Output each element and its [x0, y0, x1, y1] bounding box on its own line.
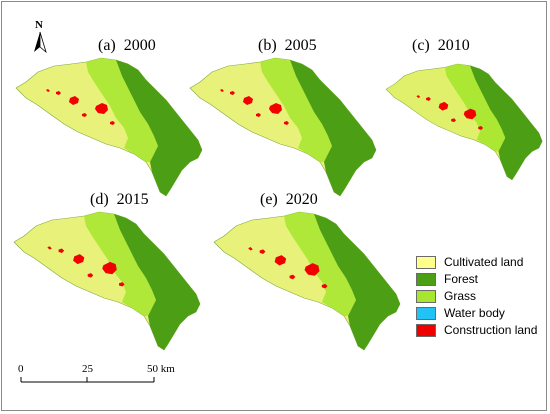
legend-label: Water body — [444, 306, 505, 320]
legend-label: Construction land — [444, 323, 538, 337]
north-label: N — [35, 19, 43, 31]
scale-tick-25: 25 — [82, 363, 93, 375]
panel-title-b: (b) 2005 — [258, 37, 317, 54]
map-panel-b — [189, 57, 377, 197]
map-panel-e — [213, 211, 401, 351]
legend-label: Cultivated land — [444, 255, 524, 269]
panel-title-c: (c) 2010 — [412, 37, 470, 54]
scale-tick-0: 0 — [18, 363, 24, 375]
panel-title-e: (e) 2020 — [260, 191, 318, 208]
legend-swatch — [416, 290, 436, 303]
scale-tick-50: 50 km — [147, 363, 175, 375]
north-arrow-icon — [34, 31, 47, 54]
scale-bar — [20, 377, 155, 383]
map-panel-d — [13, 211, 201, 351]
legend-label: Grass — [444, 289, 477, 303]
panel-title-a: (a) 2000 — [98, 37, 156, 54]
legend-label: Forest — [444, 272, 479, 286]
legend-swatch — [416, 307, 436, 320]
map-panel-c — [385, 63, 543, 181]
legend-swatch — [416, 273, 436, 286]
legend-swatch — [416, 256, 436, 269]
panel-title-d: (d) 2015 — [90, 191, 149, 208]
map-panel-a — [15, 57, 203, 197]
north-arrow: N — [28, 20, 54, 66]
legend-swatch — [416, 324, 436, 337]
